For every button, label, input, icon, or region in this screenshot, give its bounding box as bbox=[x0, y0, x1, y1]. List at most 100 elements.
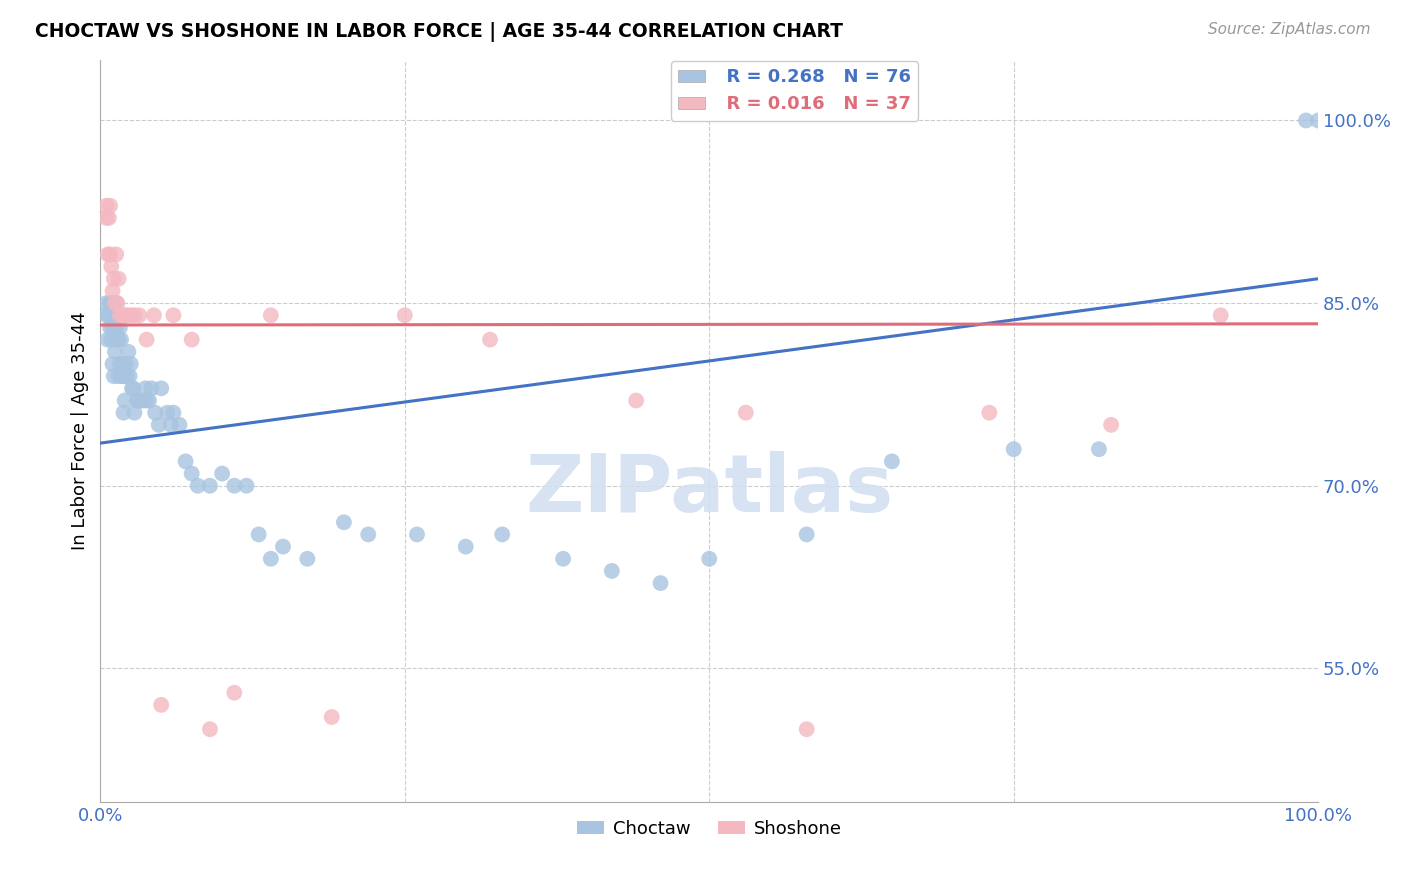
Point bbox=[108, 320, 131, 334]
Point bbox=[357, 527, 380, 541]
Point bbox=[796, 723, 818, 737]
Point bbox=[979, 406, 1001, 420]
Point bbox=[129, 393, 152, 408]
Legend: Choctaw, Shoshone: Choctaw, Shoshone bbox=[569, 813, 849, 846]
Point bbox=[150, 698, 173, 712]
Point bbox=[162, 406, 184, 420]
Point bbox=[112, 406, 135, 420]
Point bbox=[135, 333, 157, 347]
Point bbox=[142, 308, 165, 322]
Point bbox=[97, 211, 120, 225]
Point bbox=[128, 308, 150, 322]
Point bbox=[98, 199, 121, 213]
Point bbox=[103, 271, 125, 285]
Point bbox=[104, 296, 127, 310]
Point bbox=[107, 271, 129, 285]
Point bbox=[1088, 442, 1111, 457]
Point bbox=[98, 247, 121, 261]
Point bbox=[406, 527, 429, 541]
Point bbox=[796, 527, 818, 541]
Point bbox=[124, 406, 146, 420]
Point bbox=[96, 211, 118, 225]
Point bbox=[117, 344, 139, 359]
Point bbox=[105, 296, 128, 310]
Point bbox=[162, 308, 184, 322]
Point bbox=[187, 479, 209, 493]
Point bbox=[125, 393, 148, 408]
Point bbox=[107, 333, 129, 347]
Point bbox=[148, 417, 170, 432]
Point bbox=[491, 527, 513, 541]
Point bbox=[98, 320, 121, 334]
Point bbox=[235, 479, 257, 493]
Point bbox=[454, 540, 477, 554]
Point bbox=[143, 406, 166, 420]
Point bbox=[97, 333, 120, 347]
Point bbox=[114, 393, 136, 408]
Point bbox=[260, 551, 283, 566]
Point bbox=[1099, 417, 1122, 432]
Point bbox=[624, 393, 647, 408]
Point bbox=[100, 333, 122, 347]
Point bbox=[1295, 113, 1317, 128]
Point bbox=[98, 296, 121, 310]
Point bbox=[479, 333, 502, 347]
Point bbox=[114, 308, 136, 322]
Point bbox=[132, 393, 155, 408]
Point bbox=[121, 381, 143, 395]
Point bbox=[198, 723, 221, 737]
Point bbox=[118, 369, 141, 384]
Point bbox=[138, 393, 160, 408]
Point bbox=[115, 369, 138, 384]
Text: ZIPatlas: ZIPatlas bbox=[524, 451, 893, 529]
Point bbox=[297, 551, 319, 566]
Point bbox=[105, 247, 128, 261]
Point bbox=[180, 333, 202, 347]
Point bbox=[101, 320, 124, 334]
Point bbox=[174, 454, 197, 468]
Point bbox=[115, 357, 138, 371]
Point bbox=[394, 308, 416, 322]
Point bbox=[100, 296, 122, 310]
Point bbox=[271, 540, 294, 554]
Point bbox=[333, 515, 356, 529]
Point bbox=[734, 406, 756, 420]
Point bbox=[107, 369, 129, 384]
Point bbox=[1209, 308, 1232, 322]
Point bbox=[96, 308, 118, 322]
Point bbox=[247, 527, 270, 541]
Point bbox=[180, 467, 202, 481]
Point bbox=[650, 576, 672, 591]
Point bbox=[105, 333, 128, 347]
Point bbox=[1308, 113, 1330, 128]
Point bbox=[120, 308, 142, 322]
Point bbox=[111, 308, 134, 322]
Text: Source: ZipAtlas.com: Source: ZipAtlas.com bbox=[1208, 22, 1371, 37]
Point bbox=[103, 369, 125, 384]
Point bbox=[697, 551, 720, 566]
Point bbox=[122, 381, 145, 395]
Point bbox=[141, 381, 163, 395]
Point bbox=[224, 479, 246, 493]
Point bbox=[553, 551, 575, 566]
Point bbox=[96, 199, 118, 213]
Y-axis label: In Labor Force | Age 35-44: In Labor Force | Age 35-44 bbox=[72, 311, 89, 550]
Point bbox=[103, 320, 125, 334]
Point bbox=[160, 417, 183, 432]
Point bbox=[321, 710, 343, 724]
Point bbox=[169, 417, 191, 432]
Point bbox=[108, 308, 131, 322]
Point bbox=[101, 357, 124, 371]
Point bbox=[110, 333, 132, 347]
Point bbox=[134, 381, 156, 395]
Point bbox=[127, 393, 149, 408]
Point bbox=[150, 381, 173, 395]
Point bbox=[224, 686, 246, 700]
Point bbox=[112, 369, 135, 384]
Point bbox=[124, 308, 146, 322]
Point bbox=[96, 296, 118, 310]
Point bbox=[105, 296, 128, 310]
Point bbox=[104, 344, 127, 359]
Point bbox=[880, 454, 903, 468]
Point bbox=[156, 406, 179, 420]
